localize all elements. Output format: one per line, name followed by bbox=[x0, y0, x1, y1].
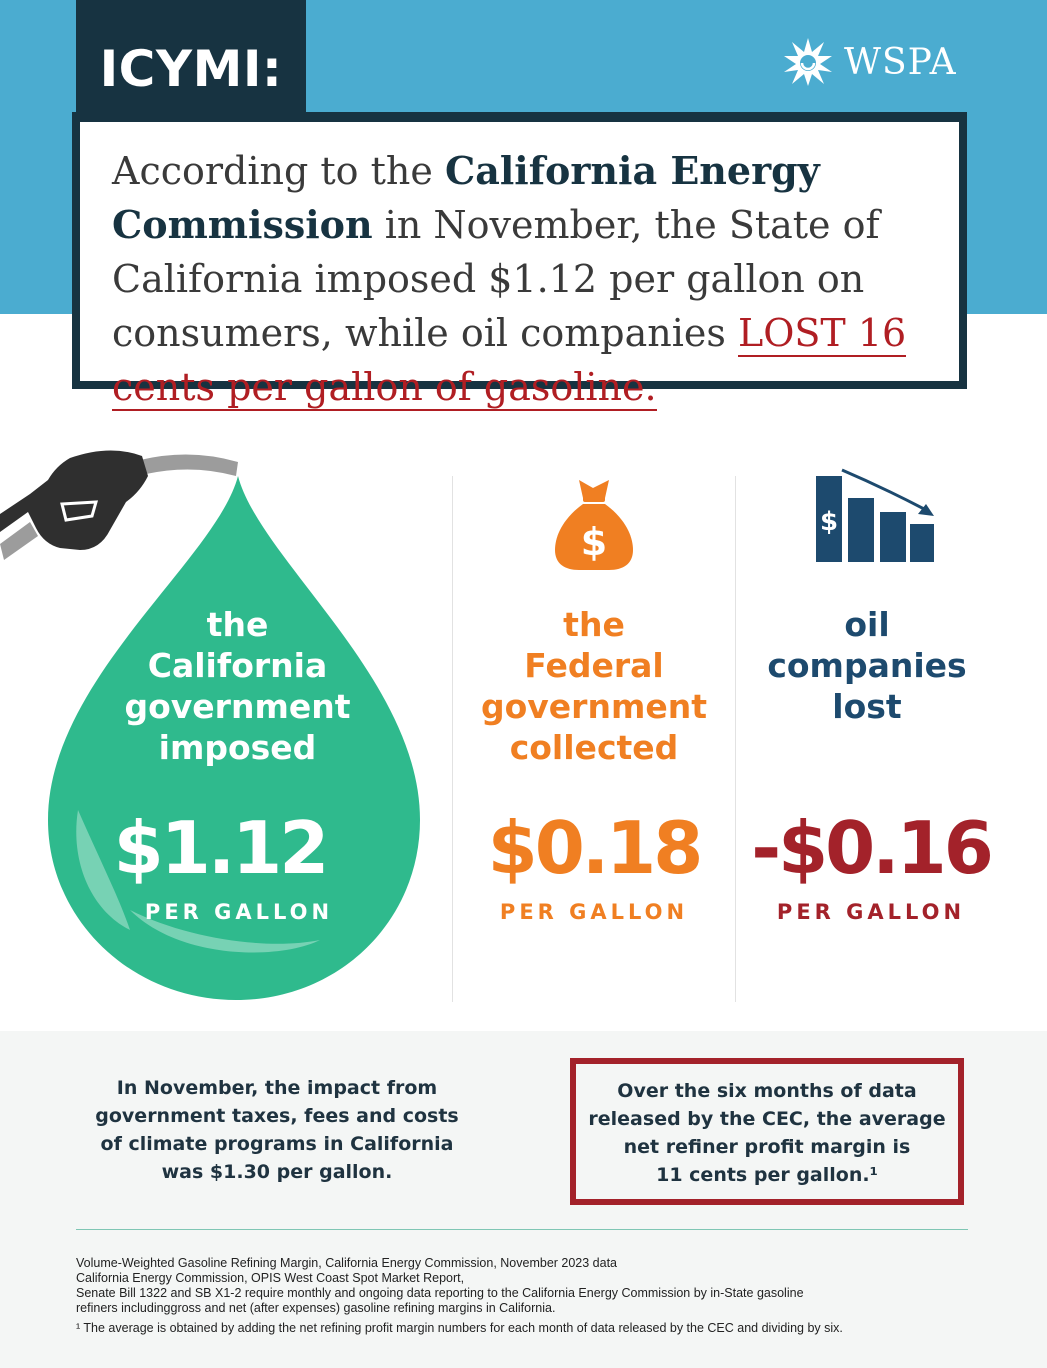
federal-line-1: the bbox=[563, 605, 625, 644]
money-bag-dollar: $ bbox=[581, 520, 607, 564]
margin-line-1: Over the six months of data bbox=[617, 1080, 917, 1102]
quote-part-1: According to the bbox=[112, 149, 445, 193]
ca-line-3: government bbox=[124, 687, 351, 726]
ca-line-4: imposed bbox=[158, 728, 317, 767]
oil-value: -$0.16 bbox=[751, 806, 994, 890]
declining-bar-chart-icon: $ bbox=[816, 468, 934, 562]
margin-line-3: net refiner profit margin is bbox=[623, 1136, 911, 1158]
sources-divider bbox=[76, 1229, 968, 1230]
source-4: refiners includinggross and net (after e… bbox=[76, 1301, 556, 1315]
federal-heading: the Federal government collected bbox=[460, 604, 728, 768]
impact-line-3: of climate programs in California bbox=[100, 1133, 454, 1155]
wspa-logo-text: WSPA bbox=[844, 41, 957, 83]
column-divider-2 bbox=[735, 476, 736, 1002]
fuel-drop-icon bbox=[48, 476, 420, 1000]
oil-unit: PER GALLON bbox=[776, 900, 966, 924]
impact-text: In November, the impact from government … bbox=[90, 1074, 464, 1186]
fuel-nozzle-icon bbox=[0, 450, 238, 560]
quote-box: According to the California Energy Commi… bbox=[72, 112, 967, 411]
starburst-icon bbox=[784, 38, 832, 86]
oil-line-2: companies bbox=[767, 646, 967, 685]
federal-line-3: government bbox=[481, 687, 707, 726]
column-divider-1 bbox=[452, 476, 453, 1002]
bar-chart-dollar: $ bbox=[820, 507, 838, 537]
icymi-label: ICYMI: bbox=[76, 0, 306, 112]
impact-line-1: In November, the impact from bbox=[116, 1077, 438, 1099]
icymi-text: ICYMI: bbox=[99, 40, 283, 98]
ca-unit: PER GALLON bbox=[144, 900, 334, 924]
margin-callout: Over the six months of data released by … bbox=[570, 1058, 964, 1205]
money-bag-icon: $ bbox=[555, 480, 633, 570]
footnote: ¹ The average is obtained by adding the … bbox=[76, 1321, 843, 1335]
impact-line-4: was $1.30 per gallon. bbox=[161, 1161, 393, 1183]
federal-unit: PER GALLON bbox=[499, 900, 689, 924]
oil-line-1: oil bbox=[844, 605, 890, 644]
ca-line-1: the bbox=[206, 605, 269, 644]
ca-value: $1.12 bbox=[113, 806, 330, 890]
impact-line-2: government taxes, fees and costs bbox=[95, 1105, 459, 1127]
oil-heading: oil companies lost bbox=[742, 604, 992, 727]
source-2: California Energy Commission, OPIS West … bbox=[76, 1271, 465, 1285]
source-1: Volume-Weighted Gasoline Refining Margin… bbox=[76, 1256, 618, 1270]
fuel-drop-illustration bbox=[0, 450, 420, 1000]
federal-line-2: Federal bbox=[524, 646, 664, 685]
sources: Volume-Weighted Gasoline Refining Margin… bbox=[76, 1256, 976, 1336]
quote-text: According to the California Energy Commi… bbox=[80, 122, 959, 411]
margin-line-2: released by the CEC, the average bbox=[588, 1108, 946, 1130]
federal-value: $0.18 bbox=[487, 806, 704, 890]
quote-cec: California Energy Commission bbox=[112, 148, 820, 247]
federal-line-4: collected bbox=[509, 728, 679, 767]
source-3: Senate Bill 1322 and SB X1-2 require mon… bbox=[76, 1286, 804, 1300]
ca-heading: the California government imposed bbox=[60, 604, 415, 768]
quote-lost: LOST 16 cents per gallon of gasoline. bbox=[112, 311, 907, 411]
wspa-logo: WSPA bbox=[782, 34, 982, 90]
margin-line-4: 11 cents per gallon.¹ bbox=[656, 1164, 878, 1186]
quote-part-2: in November, the State of California imp… bbox=[112, 203, 880, 355]
oil-line-3: lost bbox=[832, 687, 902, 726]
ca-line-2: California bbox=[147, 646, 328, 685]
